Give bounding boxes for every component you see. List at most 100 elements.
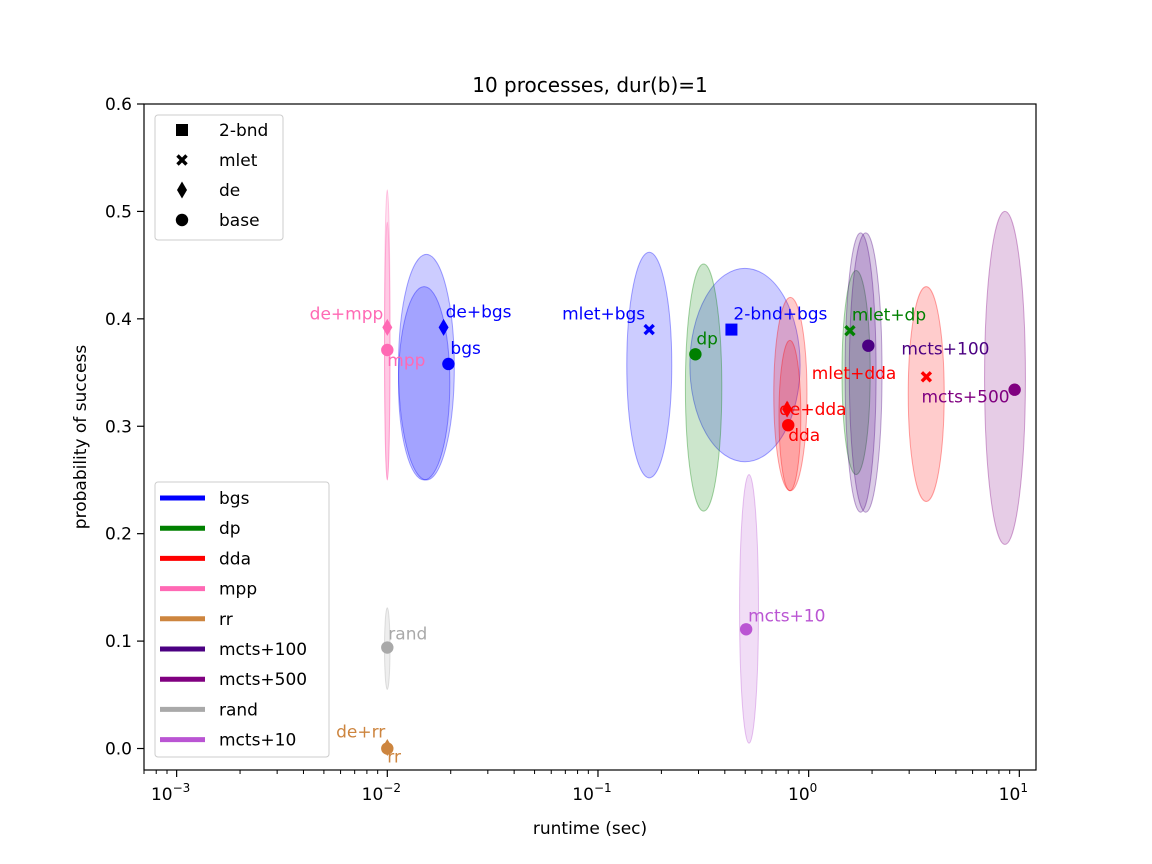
point-label-bgs: bgs <box>450 339 481 359</box>
variance-ellipse-mcts+100 <box>848 232 883 513</box>
point-label-rand: rand <box>388 625 427 645</box>
point-mpp <box>381 343 394 357</box>
marker-legend: 2-bnd mlet de base <box>154 114 284 241</box>
point-label-mcts-500: mcts+500 <box>922 388 1010 408</box>
legend-label-rr: rr <box>219 610 233 630</box>
x-tick-exponent: 1 <box>1020 781 1028 795</box>
y-tick-label: 0.3 <box>105 417 132 437</box>
point-mlet-dda-b <box>920 371 933 383</box>
color-legend-box <box>154 481 330 758</box>
x-tick-base: 10 <box>362 785 384 805</box>
x-tick-label: 10−3 <box>151 781 190 805</box>
point-2-bnd-bgs <box>725 323 738 336</box>
x-tick-base: 10 <box>999 785 1021 805</box>
legend-label-base: base <box>219 211 260 231</box>
point-dp <box>689 348 702 361</box>
chart-title: 10 processes, dur(b)=1 <box>472 73 707 97</box>
legend-marker-mlet-b <box>176 154 188 166</box>
legend-label-mcts-500: mcts+500 <box>219 670 307 690</box>
legend-label-mcts-10: mcts+10 <box>219 731 296 751</box>
point-mlet-bgs-b <box>643 323 655 336</box>
point-label-dp: dp <box>696 329 718 349</box>
legend-label-rand: rand <box>219 700 258 720</box>
point-label-mcts-10: mcts+10 <box>748 606 825 626</box>
variance-ellipse-mcts+500 <box>984 210 1026 545</box>
legend-marker-base <box>175 213 189 227</box>
variance-ellipse-dp <box>684 263 723 512</box>
legend-marker-mlet <box>176 154 188 166</box>
point-label-rr: rr <box>387 748 401 768</box>
variance-ellipse-bgs <box>397 253 455 481</box>
legend-label-dp: dp <box>219 519 241 539</box>
point-de-rr <box>382 738 393 756</box>
variance-ellipse-bgs <box>397 286 451 481</box>
point-rand <box>381 641 394 654</box>
point-mlet-dp <box>844 324 856 337</box>
variance-ellipse-dda <box>778 339 802 492</box>
point-dda <box>782 418 795 432</box>
x-tick-base: 10 <box>572 785 594 805</box>
x-axis: 10−3 10−2 10−1 100 101 <box>143 770 1028 805</box>
point-mlet-bgs <box>643 323 655 336</box>
color-legend: bgs dp dda mpp rr mcts+100 mcts+500 rand mcts+10 <box>154 481 330 758</box>
legend-label-mcts-100: mcts+100 <box>219 640 307 660</box>
point-mcts-500 <box>1008 383 1021 396</box>
x-tick-label: 100 <box>788 781 817 805</box>
point-mcts-100 <box>862 339 875 352</box>
x-tick-exponent: −2 <box>383 781 401 795</box>
x-tick-exponent: −3 <box>173 781 191 795</box>
point-label-de-dda: de+dda <box>779 400 847 420</box>
legend-label-mpp: mpp <box>219 580 257 600</box>
variance-ellipse-bgs <box>689 267 801 463</box>
x-axis-label: runtime (sec) <box>533 819 647 839</box>
variance-ellipse-dda <box>907 286 945 502</box>
plot-frame <box>143 103 1037 771</box>
x-tick-exponent: 0 <box>810 781 818 795</box>
point-mcts-10 <box>739 623 753 636</box>
point-label-2-bnd-bgs: 2-bnd+bgs <box>733 305 827 325</box>
variance-ellipse-dp <box>841 270 871 476</box>
variance-ellipses <box>384 189 1026 744</box>
y-tick-label: 0.1 <box>105 632 132 652</box>
point-mlet-dda <box>920 371 933 383</box>
point-mlet-dp-b <box>844 324 856 337</box>
point-labels: bgs de+bgs mlet+bgs 2-bnd+bgs dp mlet+dp dda de… <box>310 302 1010 767</box>
x-tick-label: 101 <box>999 781 1028 805</box>
variance-ellipse-bgs <box>626 251 673 479</box>
variance-ellipse-dda <box>773 296 808 492</box>
y-tick-label: 0.4 <box>105 310 132 330</box>
legend-label-2-bnd: 2-bnd <box>219 121 268 141</box>
point-label-de-bgs: de+bgs <box>446 302 512 322</box>
point-label-de-rr: de+rr <box>336 722 385 742</box>
y-axis-label: probability of success <box>71 345 91 530</box>
legend-label-de: de <box>219 181 240 201</box>
point-de-mpp <box>382 318 393 336</box>
point-label-mpp: mpp <box>387 351 425 371</box>
x-tick-label: 10−1 <box>572 781 611 805</box>
x-tick-label: 10−2 <box>362 781 401 805</box>
y-tick-label: 0.2 <box>105 525 132 545</box>
x-tick-exponent: −1 <box>594 781 612 795</box>
legend-marker-2-bnd <box>176 124 188 136</box>
point-label-mlet-dda: mlet+dda <box>812 364 897 384</box>
y-axis: 0.0 0.1 0.2 0.3 0.4 0.5 0.6 <box>105 95 144 760</box>
y-tick-label: 0.6 <box>105 95 132 115</box>
point-de-bgs <box>438 318 449 336</box>
point-bgs <box>442 357 455 371</box>
point-label-mlet-dp: mlet+dp <box>852 306 926 326</box>
marker-legend-box <box>154 114 284 241</box>
point-label-mcts-100: mcts+100 <box>901 340 989 360</box>
legend-marker-de <box>177 181 187 199</box>
legend-label-dda: dda <box>219 549 251 569</box>
y-tick-label: 0.0 <box>105 740 132 760</box>
point-label-de-mpp: de+mpp <box>310 304 384 324</box>
point-label-mlet-bgs: mlet+bgs <box>562 305 645 325</box>
variance-ellipse-mcts+100 <box>844 232 877 513</box>
point-de-dda <box>782 400 793 418</box>
x-tick-base: 10 <box>151 785 173 805</box>
variance-ellipse-mcts+10 <box>739 474 759 744</box>
legend-label-mlet: mlet <box>219 151 258 171</box>
x-tick-base: 10 <box>788 785 810 805</box>
